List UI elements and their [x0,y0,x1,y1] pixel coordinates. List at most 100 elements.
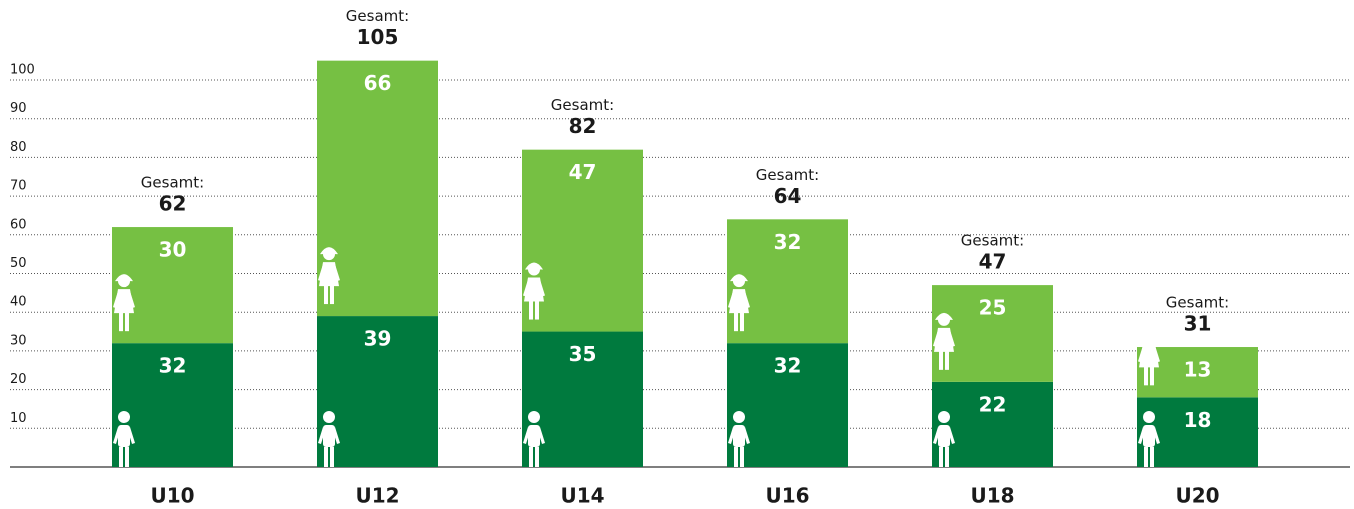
value-label: 47 [569,160,597,184]
icon-arms [523,279,545,297]
icon-arms [523,427,545,444]
bar-segment [522,331,643,467]
total-caption: Gesamt: [961,232,1024,250]
icon-leg [939,349,943,370]
icon-body [938,425,950,447]
total-label: 82 [569,114,597,138]
icon-leg [529,447,533,467]
total-caption: Gesamt: [756,166,819,184]
icon-leg [945,349,949,370]
icon-leg [1150,447,1154,467]
value-label: 35 [569,342,597,366]
icon-leg [535,447,539,467]
icon-leg [324,284,328,305]
icon-head [528,411,540,423]
total-caption: Gesamt: [346,7,409,25]
icon-leg [125,447,129,467]
y-tick-label: 40 [10,295,27,310]
value-label: 22 [979,392,1007,416]
icon-body [528,425,540,447]
icon-hat [730,274,748,282]
boy-icon [728,411,750,467]
x-tick-label: U18 [970,484,1014,508]
value-label: 32 [159,354,187,378]
icon-head [1143,411,1155,423]
value-label: 30 [159,238,187,262]
total-label: 31 [1184,312,1212,336]
icon-leg [529,299,533,320]
icon-body [323,425,335,447]
icon-leg [330,284,334,305]
icon-leg [1144,365,1148,386]
total-caption: Gesamt: [551,96,614,114]
bar-segment [727,219,848,344]
bar-segment [932,381,1053,467]
icon-arms [933,329,955,347]
icon-hat [1140,328,1158,336]
icon-leg [734,311,738,332]
total-label: 64 [774,184,802,208]
value-label: 18 [1184,408,1212,432]
icon-hat [320,247,338,255]
value-label: 13 [1184,358,1212,382]
icon-leg [734,447,738,467]
icon-leg [119,311,123,332]
value-label: 25 [979,296,1007,320]
y-tick-label: 10 [10,411,27,426]
y-tick-label: 80 [10,140,27,155]
icon-arms [728,427,750,444]
icon-arms [318,427,340,444]
x-tick-label: U14 [560,484,604,508]
icon-hat [935,312,953,320]
x-tick-label: U10 [150,484,194,508]
icon-head [118,411,130,423]
x-tick-label: U16 [765,484,809,508]
girl-icon [318,247,340,305]
icon-leg [330,447,334,467]
y-tick-label: 20 [10,372,27,387]
total-caption: Gesamt: [141,174,204,192]
icon-leg [125,311,129,332]
value-label: 66 [364,71,392,95]
icon-arms [1138,345,1160,363]
icon-leg [1150,365,1154,386]
girl-icon [728,274,750,332]
icon-arms [318,264,340,282]
icon-body [733,425,745,447]
icon-leg [945,447,949,467]
girl-icon [113,274,135,332]
x-tick-label: U20 [1175,484,1219,508]
bar-segment [112,227,233,344]
icon-leg [740,447,744,467]
icon-head [938,411,950,423]
icon-arms [113,291,135,309]
y-tick-label: 70 [10,179,27,194]
total-label: 62 [159,192,187,216]
icon-body [1143,425,1155,447]
icon-arms [933,427,955,444]
value-label: 32 [774,230,802,254]
icon-leg [119,447,123,467]
boy-icon [523,411,545,467]
boy-icon [318,411,340,467]
y-tick-label: 100 [10,63,35,78]
bar-segment [1137,397,1258,467]
icon-leg [939,447,943,467]
bar-segment [727,343,848,467]
y-tick-label: 50 [10,256,27,271]
boy-icon [113,411,135,467]
icon-hat [525,262,543,270]
girl-icon [523,262,545,320]
total-label: 47 [979,250,1007,274]
icon-leg [535,299,539,320]
icon-leg [740,311,744,332]
value-label: 32 [774,354,802,378]
icon-head [323,411,335,423]
icon-leg [324,447,328,467]
y-tick-label: 30 [10,333,27,348]
icon-arms [113,427,135,444]
icon-leg [1144,447,1148,467]
bar-segment [932,285,1053,382]
y-tick-label: 90 [10,101,27,116]
